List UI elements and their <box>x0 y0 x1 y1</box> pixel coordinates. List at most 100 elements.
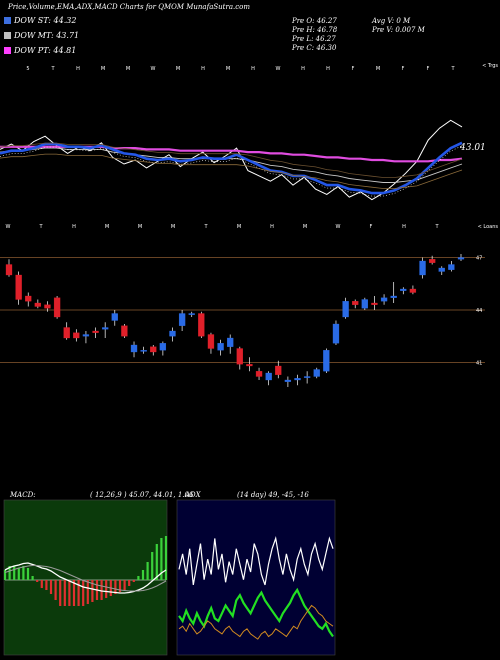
candle-body <box>150 346 157 353</box>
candle-body <box>457 257 465 260</box>
top-tick-label: H <box>301 66 305 72</box>
ema-st-dotted-line <box>0 145 463 197</box>
top-tick-label: H <box>76 66 80 72</box>
macd-signal-line <box>4 564 167 592</box>
candle-body <box>102 327 109 330</box>
top-tick-label: H <box>326 66 330 72</box>
adx-line <box>178 604 334 640</box>
candle-body <box>82 334 90 337</box>
top-tick-label: M <box>376 66 380 72</box>
mid-tick-label: M <box>105 224 109 230</box>
ema-band-line-2 <box>0 142 463 178</box>
candle-body <box>178 313 186 326</box>
mid-tick-label: M <box>138 224 142 230</box>
ema-last-label: 43.01 <box>459 143 486 153</box>
candle-body <box>342 301 349 318</box>
candle-body <box>121 325 128 337</box>
ema-mt-line <box>0 147 463 183</box>
candle-body <box>400 288 407 291</box>
legend-swatch <box>4 47 11 54</box>
mid-tick-label: H <box>270 224 274 230</box>
mid-tick-label: W <box>336 224 341 230</box>
candle-body <box>207 334 215 349</box>
candle-body <box>371 302 378 305</box>
macd-title: MACD: <box>10 491 36 499</box>
adx-plus-di-line <box>178 536 334 586</box>
candle-body <box>361 299 368 309</box>
candle-body <box>73 332 80 339</box>
candle-body <box>265 372 272 381</box>
top-tick-label: M <box>101 66 105 72</box>
pre-open: Pre O: 46.27 <box>292 17 337 25</box>
top-tick-label: H <box>201 66 205 72</box>
mid-tick-label: T <box>38 224 43 230</box>
candle-body <box>53 297 61 318</box>
legend-label-mt: DOW MT: 43.71 <box>14 31 80 40</box>
pre-high: Pre H: 46.78 <box>292 26 338 34</box>
mid-tick-label: T <box>203 224 208 230</box>
top-tick-label: F <box>352 66 355 72</box>
candle-body <box>15 274 22 300</box>
mid-tick-label: H <box>72 224 76 230</box>
candle-body <box>255 371 263 377</box>
candle-body <box>130 344 138 353</box>
top-tick-label: W <box>151 66 156 72</box>
candle-body <box>159 343 167 351</box>
candle-body <box>92 330 99 333</box>
top-tick-label: W <box>276 66 281 72</box>
candle-body <box>409 288 417 293</box>
pre-close: Pre C: 46.30 <box>292 44 337 52</box>
candle-body <box>198 313 205 337</box>
legend-dow-pt: DOW PT: 44.81 <box>4 46 76 55</box>
right-label-top: < Trgs <box>482 63 498 69</box>
candle-body <box>284 379 292 382</box>
candle-body <box>5 264 13 276</box>
mid-tick-label: M <box>303 224 307 230</box>
candle-body <box>169 330 176 337</box>
mid-tick-label: T <box>434 224 439 230</box>
mid-tick-label: M <box>237 224 241 230</box>
candle-body <box>236 348 243 365</box>
ema-st-line <box>0 141 463 195</box>
candle-body <box>323 350 330 372</box>
candle-body <box>275 365 282 375</box>
candle-body <box>294 378 301 381</box>
chart-title: Price,Volume,EMA,ADX,MACD Charts for QMO… <box>8 3 250 11</box>
top-tick-label: F <box>402 66 405 72</box>
candle-body <box>140 350 147 352</box>
mid-tick-label: M <box>171 224 175 230</box>
top-tick-label: T <box>50 66 55 72</box>
candle-body <box>448 264 455 270</box>
legend-swatch <box>4 32 11 39</box>
candle-body <box>246 364 253 367</box>
candle-body <box>217 343 224 351</box>
legend-dow-st: DOW ST: 44.32 <box>4 16 76 25</box>
ema-band-line-1 <box>0 153 463 189</box>
legend-label-st: DOW ST: 44.32 <box>14 16 77 25</box>
price-axis-label: 44 <box>476 308 482 314</box>
legend-dow-mt: DOW MT: 43.71 <box>4 31 79 40</box>
candle-body <box>111 313 118 321</box>
top-tick-label: M <box>126 66 130 72</box>
mid-tick-label: W <box>6 224 11 230</box>
top-tick-label: H <box>251 66 255 72</box>
macd-params: ( 12,26,9 ) 45.07, 44.01, 1.06 <box>90 491 194 499</box>
pre-low: Pre L: 46.27 <box>292 35 336 43</box>
candle-body <box>380 297 388 302</box>
price-axis-label: 41 <box>476 361 482 367</box>
pre-volume: Pre V: 0.007 M <box>372 26 425 34</box>
candle-body <box>313 369 320 377</box>
candle-body <box>44 304 51 309</box>
mid-tick-label: H <box>402 224 406 230</box>
candle-body <box>390 295 397 298</box>
candle-body <box>303 376 311 378</box>
candle-body <box>428 259 436 263</box>
candle-body <box>438 267 445 272</box>
avg-volume: Avg V: 0 M <box>372 17 411 25</box>
top-tick-label: F <box>427 66 430 72</box>
candle-body <box>63 327 70 339</box>
candle-body <box>188 313 195 315</box>
candle-body <box>419 260 426 276</box>
candle-body <box>352 301 359 305</box>
